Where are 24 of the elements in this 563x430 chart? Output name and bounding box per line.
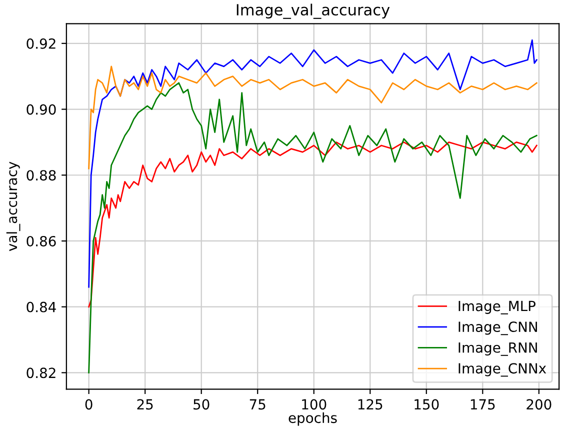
x-tick-label: 150 bbox=[414, 399, 439, 410]
x-tick-label: 75 bbox=[250, 399, 266, 410]
line-series bbox=[88, 66, 538, 170]
legend-label: Image_CNN bbox=[458, 322, 537, 336]
y-tick-label: 0.86 bbox=[26, 236, 56, 246]
y-tick-label: 0.84 bbox=[26, 302, 56, 312]
x-tick-label: 0 bbox=[85, 399, 92, 410]
y-tick-label: 0.90 bbox=[26, 104, 56, 115]
x-tick-label: 125 bbox=[358, 399, 382, 410]
x-tick-label: 50 bbox=[194, 399, 210, 410]
line-series bbox=[88, 39, 538, 288]
y-tick-label: 0.92 bbox=[26, 38, 56, 49]
y-axis-title: val_accuracy bbox=[6, 162, 20, 252]
x-tick-label: 100 bbox=[302, 399, 326, 410]
y-tick-label: 0.82 bbox=[26, 368, 56, 378]
x-tick-label: 175 bbox=[470, 399, 495, 410]
legend-label: Image_MLP bbox=[458, 300, 536, 314]
x-tick-label: 25 bbox=[137, 399, 153, 410]
x-tick-label: 200 bbox=[526, 399, 552, 410]
y-tick-label: 0.88 bbox=[26, 170, 56, 181]
chart-title: Image_val_accuracy bbox=[236, 4, 390, 19]
legend-label: Image_RNN bbox=[458, 342, 537, 356]
x-axis-title: epochs bbox=[288, 412, 337, 426]
legend-label: Image_CNNx bbox=[458, 363, 546, 377]
